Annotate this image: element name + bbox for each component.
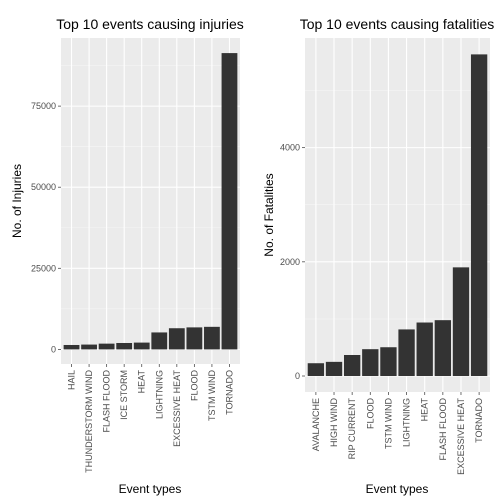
injuries-x-tick-label: FLASH FLOOD xyxy=(102,370,112,433)
fatalities-bar xyxy=(398,329,415,377)
injuries-y-tick-label: 50000 xyxy=(31,182,56,192)
injuries-chart-title: Top 10 events causing injuries xyxy=(56,16,244,32)
fatalities-chart: 0 2000 4000 AVALANCHE HIGH WIND RIP CURRENT FL… xyxy=(262,16,494,496)
injuries-x-tick-label: ICE STORM xyxy=(119,370,129,420)
fatalities-x-tick-label: AVALANCHE xyxy=(311,398,321,451)
injuries-x-tick-label: HEAT xyxy=(137,370,147,394)
fatalities-bar xyxy=(380,347,397,377)
injuries-y-axis-title: No. of Injuries xyxy=(10,164,24,238)
injuries-bar xyxy=(221,53,238,350)
injuries-chart: 0 25000 50000 75000 HAIL THUNDERSTORM WIND FLA… xyxy=(10,16,244,496)
injuries-x-tick-label: TORNADO xyxy=(224,370,234,415)
injuries-bar xyxy=(133,342,150,350)
injuries-x-tick-label: TSTM WIND xyxy=(207,370,217,421)
injuries-x-tick-label: EXCESSIVE HEAT xyxy=(172,370,182,447)
fatalities-x-tick-label: LIGHTNING xyxy=(402,398,412,447)
injuries-bar xyxy=(116,342,133,350)
injuries-bar xyxy=(98,343,115,350)
fatalities-bar xyxy=(325,361,343,377)
fatalities-y-axis-title: No. of Fatalities xyxy=(262,173,276,256)
injuries-bar xyxy=(63,344,80,350)
fatalities-bar xyxy=(307,363,325,377)
injuries-bar xyxy=(186,327,203,350)
fatalities-bar xyxy=(452,267,470,377)
fatalities-bar xyxy=(416,322,433,377)
fatalities-bar xyxy=(434,320,452,377)
fatalities-bar xyxy=(470,54,488,377)
fatalities-bar xyxy=(343,355,361,377)
fatalities-bar xyxy=(362,349,379,377)
fatalities-x-tick-label: TSTM WIND xyxy=(383,398,393,449)
injuries-x-tick-label: LIGHTNING xyxy=(154,370,164,419)
fatalities-y-tick-label: 4000 xyxy=(280,143,300,153)
injuries-y-tick-label: 25000 xyxy=(31,263,56,273)
fatalities-x-axis-title: Event types xyxy=(366,482,429,496)
injuries-x-tick-label: HAIL xyxy=(67,370,77,390)
injuries-bar xyxy=(204,326,220,350)
fatalities-x-tick-label: TORNADO xyxy=(474,398,484,443)
fatalities-x-tick-label: RIP CURRENT xyxy=(347,398,357,460)
injuries-bar xyxy=(168,328,185,350)
fatalities-chart-title: Top 10 events causing fatalities xyxy=(300,16,495,32)
fatalities-y-tick-label: 0 xyxy=(295,371,300,381)
injuries-plot-panel xyxy=(61,38,240,364)
injuries-x-tick-label: THUNDERSTORM WIND xyxy=(84,370,94,473)
injuries-y-tick-label: 75000 xyxy=(31,101,56,111)
fatalities-x-tick-label: EXCESSIVE HEAT xyxy=(456,398,466,475)
fatalities-x-tick-label: FLASH FLOOD xyxy=(438,398,448,461)
fatalities-x-tick-label: FLOOD xyxy=(365,398,375,430)
injuries-x-axis-title: Event types xyxy=(119,482,182,496)
fatalities-y-tick-label: 2000 xyxy=(280,257,300,267)
fatalities-x-tick-label: HIGH WIND xyxy=(329,398,339,447)
injuries-bar xyxy=(81,344,97,350)
injuries-x-tick-label: FLOOD xyxy=(189,370,199,402)
injuries-y-tick-label: 0 xyxy=(51,344,56,354)
injuries-bar xyxy=(151,332,168,350)
fatalities-x-tick-label: HEAT xyxy=(420,398,430,422)
